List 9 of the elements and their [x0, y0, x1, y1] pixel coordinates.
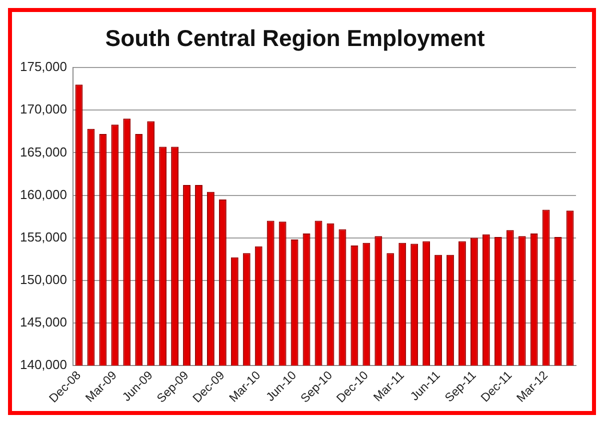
y-tick-label: 150,000 — [20, 272, 67, 287]
y-tick-label: 160,000 — [20, 186, 67, 202]
y-tick-label: 145,000 — [20, 314, 67, 330]
y-tick-label: 170,000 — [20, 102, 67, 117]
y-tick-label: 175,000 — [20, 59, 67, 74]
y-tick-label: 140,000 — [20, 357, 67, 372]
y-tick-label: 165,000 — [20, 144, 67, 160]
y-tick-label: 155,000 — [20, 229, 67, 244]
chart-title: South Central Region Employment — [105, 25, 486, 52]
